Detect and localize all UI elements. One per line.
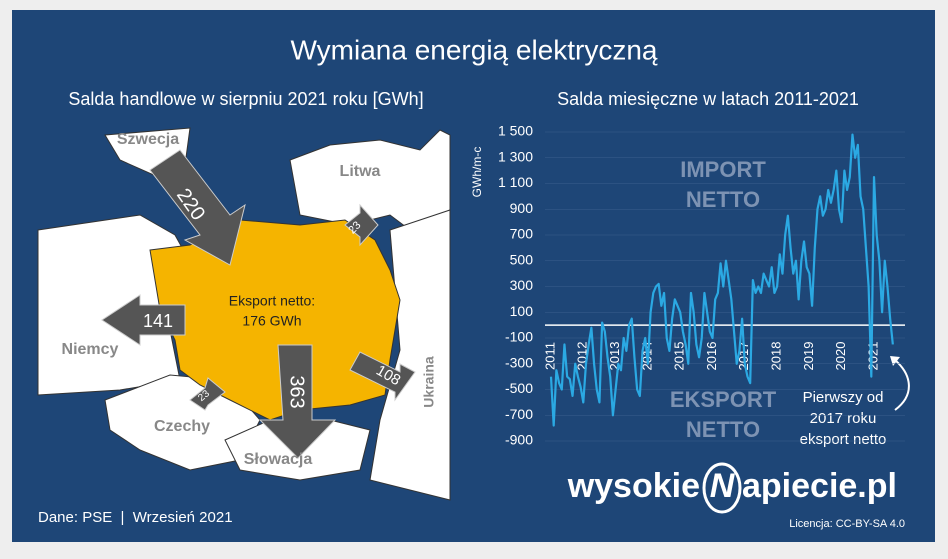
license: Licencja: CC-BY-SA 4.0 <box>789 518 905 530</box>
chart-title: Salda miesięczne w latach 2011-2021 <box>557 89 859 109</box>
y-tick-label: 500 <box>510 251 534 267</box>
x-tick-label: 2019 <box>801 342 816 371</box>
note-line: 2017 roku <box>810 410 877 427</box>
country-label: Litwa <box>340 163 381 180</box>
y-tick-label: 900 <box>510 200 534 216</box>
flow-arrow <box>258 344 337 459</box>
note-arrow <box>894 359 910 411</box>
flow-value: 141 <box>143 311 173 331</box>
y-tick-label: 100 <box>510 303 534 319</box>
x-tick-label: 2015 <box>672 342 687 371</box>
x-tick-label: 2016 <box>704 342 719 371</box>
y-tick-label: 1 100 <box>498 174 533 190</box>
note: Pierwszy od 2017 roku eksport netto <box>800 389 887 448</box>
y-tick-label: 700 <box>510 226 534 242</box>
annotation: NETTO <box>686 187 760 212</box>
poland <box>149 219 401 421</box>
x-tick-label: 2011 <box>542 342 557 370</box>
map-title: Salda handlowe w sierpniu 2021 roku [GWh… <box>68 89 423 109</box>
brand: wysokie <box>567 467 700 505</box>
y-tick-label: -300 <box>505 354 533 370</box>
annotation: NETTO <box>686 417 760 442</box>
country-label: Szwecja <box>117 131 179 148</box>
flow-arrow <box>149 149 246 266</box>
y-tick-label: 1 300 <box>498 148 533 164</box>
country-label: Niemcy <box>62 341 119 358</box>
y-tick-label: -700 <box>505 406 533 422</box>
note-line: eksport netto <box>800 431 887 448</box>
map <box>37 127 451 501</box>
annotations: IMPORT NETTO EKSPORT NETTO <box>670 157 777 442</box>
annotation: IMPORT <box>680 157 766 182</box>
annotation: EKSPORT <box>670 387 777 412</box>
country-label: Ukraina <box>421 356 437 408</box>
note-line: Pierwszy od <box>803 389 884 406</box>
y-axis-label: GWh/m-c <box>470 147 484 198</box>
y-tick-label: 300 <box>510 277 534 293</box>
y-tick-label: 1 500 <box>498 123 533 139</box>
flow-arrows <box>101 149 416 459</box>
brand-ring <box>702 462 742 514</box>
line-series <box>549 133 894 427</box>
x-tick-label: 2018 <box>769 342 784 371</box>
country-label: Słowacja <box>244 451 313 468</box>
main-title: Wymiana energią elektryczną <box>290 34 657 65</box>
flow-arrow <box>344 203 379 247</box>
flow-value: 363 <box>286 375 308 408</box>
brand: N <box>710 467 736 505</box>
x-tick-label: 2021 <box>865 342 880 371</box>
ukraine <box>369 209 451 501</box>
country-label: Czechy <box>154 418 210 435</box>
y-tick-label: -500 <box>505 380 533 396</box>
flow-arrow <box>349 351 416 402</box>
y-tick-label: -100 <box>505 329 533 345</box>
flow-arrow <box>101 294 186 346</box>
brand: apiecie.pl <box>742 467 897 505</box>
center-label: 176 GWh <box>242 313 301 329</box>
y-tick-label: -900 <box>505 432 533 448</box>
center-label: Eksport netto: <box>229 293 315 309</box>
flow-arrow <box>189 377 226 411</box>
x-tick-label: 2020 <box>833 342 848 371</box>
source: Dane: PSE | Wrzesień 2021 <box>38 509 233 526</box>
